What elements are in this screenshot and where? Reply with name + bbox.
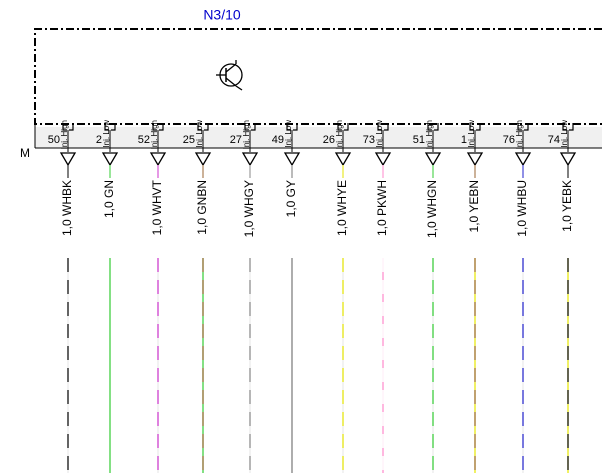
wire-label: 1,0 GNBN	[195, 180, 209, 235]
pin-contact	[152, 123, 164, 131]
pin-contact	[244, 123, 256, 131]
pin-triangle	[283, 152, 301, 167]
pin-number: 76	[503, 134, 515, 146]
pin-number: 1	[461, 134, 467, 146]
pin-number: 50	[48, 134, 60, 146]
pin-label: Inj. Low	[284, 120, 293, 148]
pin-contact	[469, 123, 481, 131]
pin-contact	[104, 123, 116, 131]
pin-contact	[286, 123, 298, 131]
pin-triangle	[59, 152, 77, 167]
pin-number: 25	[183, 134, 195, 146]
pin-label: Inj. High	[242, 120, 251, 149]
wire-label: 1,0 GY	[284, 180, 298, 217]
pin-triangle	[194, 152, 212, 167]
pin-label: Inj. Low	[375, 120, 384, 148]
pin-number: 74	[548, 134, 560, 146]
pin-number: 2	[96, 134, 102, 146]
wire-label: 1,0 WHBK	[60, 180, 74, 236]
pin-label: Inj. High	[60, 120, 69, 149]
pin-contact	[562, 123, 574, 131]
pin-label: Inj. High	[335, 120, 344, 149]
wire-label: 1,0 YEBN	[467, 180, 481, 232]
pin-triangle	[559, 152, 577, 167]
pin-contact	[377, 123, 389, 131]
pin-number: 27	[230, 134, 242, 146]
pin-triangle	[241, 152, 259, 167]
pin-triangle	[149, 152, 167, 167]
connector-band	[35, 127, 602, 148]
pin-label: Inj. High	[425, 120, 434, 149]
pin-triangle	[514, 152, 532, 167]
wire-label: 1,0 WHBU	[515, 180, 529, 237]
pin-triangle	[374, 152, 392, 167]
pin-contact	[197, 123, 209, 131]
pin-number: 52	[138, 134, 150, 146]
component-title: N3/10	[203, 7, 241, 23]
pin-label: Inj. Low	[195, 120, 204, 148]
ground-label: M	[20, 146, 30, 160]
transistor-symbol	[216, 60, 243, 91]
pin-contact	[337, 123, 349, 131]
wire-label: 1,0 WHVT	[150, 179, 164, 235]
pin-contact	[62, 123, 74, 131]
pin-contact	[427, 123, 439, 131]
pin-triangle	[466, 152, 484, 167]
pin-label: Inj. High	[515, 120, 524, 149]
wire-label: 1,0 WHYE	[335, 180, 349, 236]
wire-label: 1,0 PKWH	[375, 180, 389, 236]
pin-contact	[517, 123, 529, 131]
pin-triangle	[101, 152, 119, 167]
pin-triangle	[334, 152, 352, 167]
pin-label: Inj. Low	[102, 120, 111, 148]
wire-label: 1,0 YEBK	[560, 180, 574, 232]
pin-label: Inj. High	[150, 120, 159, 149]
wire-label: 1,0 WHGY	[242, 180, 256, 237]
pin-label: Inj. Low	[467, 120, 476, 148]
pin-triangle	[424, 152, 442, 167]
pin-label: Inj. Low	[560, 120, 569, 148]
component-outline	[34, 28, 602, 125]
pin-number: 26	[323, 134, 335, 146]
wire-label: 1,0 WHGN	[425, 180, 439, 238]
wire-label: 1,0 GN	[102, 180, 116, 218]
pin-number: 49	[272, 134, 284, 146]
pin-number: 51	[413, 134, 425, 146]
pin-number: 73	[363, 134, 375, 146]
